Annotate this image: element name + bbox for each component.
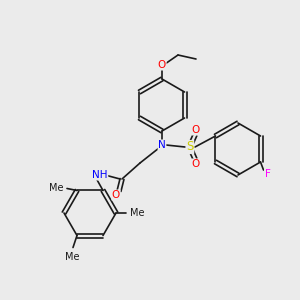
Text: Me: Me	[130, 208, 145, 218]
Text: Me: Me	[65, 251, 79, 262]
Text: S: S	[186, 140, 194, 154]
Text: O: O	[192, 159, 200, 169]
Text: Me: Me	[49, 184, 63, 194]
Text: O: O	[112, 190, 120, 200]
Text: F: F	[265, 169, 271, 179]
Text: N: N	[158, 140, 166, 150]
Text: NH: NH	[92, 170, 108, 180]
Text: O: O	[192, 125, 200, 135]
Text: O: O	[158, 60, 166, 70]
